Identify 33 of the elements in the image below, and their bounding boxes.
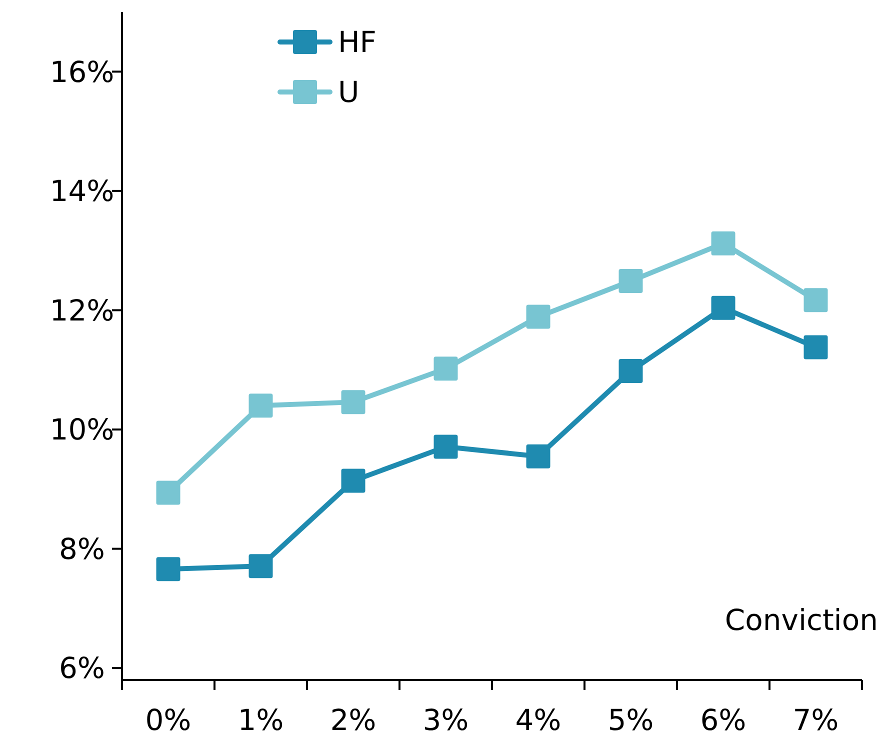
point: [434, 434, 458, 459]
point: [804, 335, 828, 360]
x-tick-label: 7%: [792, 703, 839, 737]
y-tick-label: 10%: [50, 412, 114, 447]
y-tick-label: 16%: [50, 54, 114, 89]
point: [341, 468, 366, 493]
point: [434, 356, 458, 381]
y-tick-label: 14%: [50, 174, 114, 208]
point: [618, 268, 643, 293]
x-tick-label: 0%: [145, 703, 192, 737]
point: [156, 557, 180, 582]
x-tick-label: 2%: [330, 703, 376, 737]
point: [804, 288, 828, 312]
x-tick-label: 4%: [515, 703, 562, 737]
x-tick-label: 5%: [608, 703, 654, 737]
x-axis-title: Conviction: [724, 603, 878, 637]
y-tick-label: 6%: [58, 651, 106, 686]
legend-label: HF: [338, 25, 376, 60]
point: [618, 359, 643, 384]
point: [526, 444, 550, 468]
legend-label: U: [338, 75, 360, 110]
point: [248, 554, 273, 578]
x-tick-label: 1%: [238, 703, 284, 737]
point: [341, 390, 366, 414]
point: [526, 304, 550, 329]
y-tick-label: 12%: [50, 293, 114, 328]
x-tick-label: 6%: [700, 703, 746, 737]
point: [156, 480, 180, 505]
x-tick-label: 3%: [422, 703, 469, 737]
y-tick-label: 8%: [58, 532, 106, 566]
point: [248, 394, 273, 418]
point: [711, 296, 736, 320]
point: [711, 231, 736, 256]
